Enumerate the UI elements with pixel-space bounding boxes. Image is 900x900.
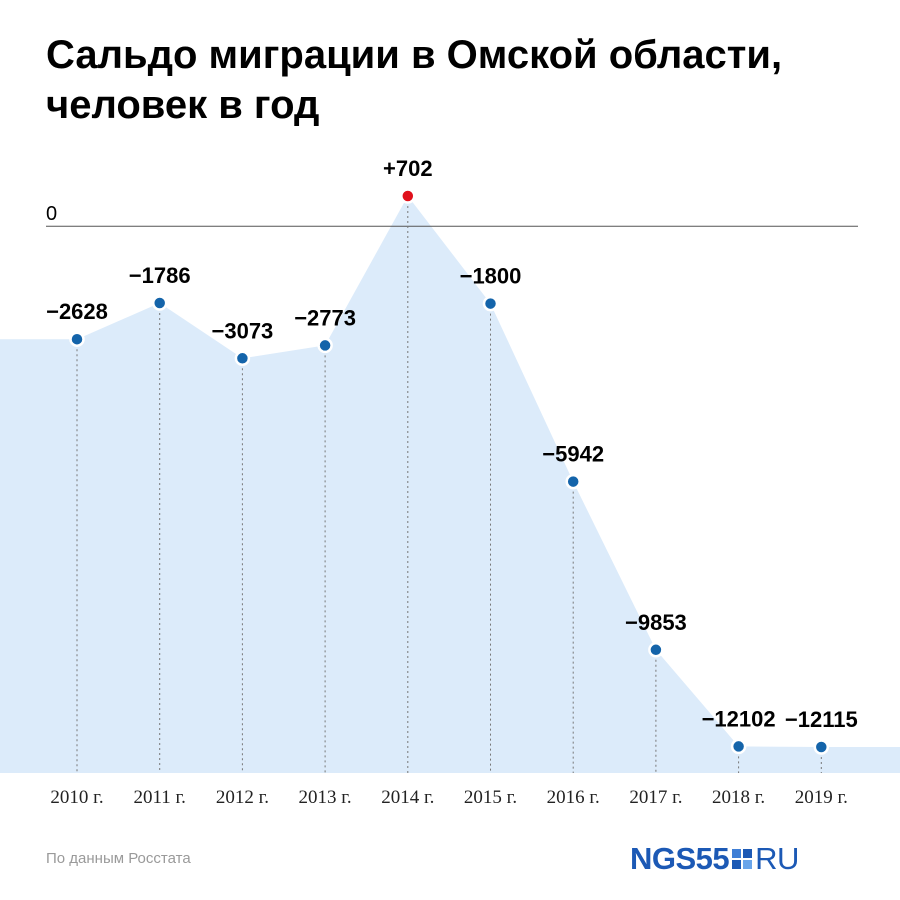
x-tick-label: 2013 г. xyxy=(299,787,352,808)
chart-title-line-1: Сальдо миграции в Омской области, xyxy=(46,33,783,77)
logo-tld: RU xyxy=(755,841,799,876)
x-tick-label: 2011 г. xyxy=(133,787,185,808)
x-tick-label: 2016 г. xyxy=(547,787,600,808)
area-fill xyxy=(0,196,900,773)
data-point xyxy=(234,350,251,367)
x-tick-label: 2015 г. xyxy=(464,787,517,808)
chart-title-line-2: человек в год xyxy=(46,83,320,127)
chart-title: Сальдо миграции в Омской области, челове… xyxy=(46,30,876,130)
x-tick-label: 2017 г. xyxy=(629,787,682,808)
data-label: −9853 xyxy=(625,610,687,635)
data-point xyxy=(317,337,333,354)
logo-text: NGS55 xyxy=(630,841,730,876)
x-tick-label: 2012 г. xyxy=(216,787,269,808)
data-label: −2773 xyxy=(294,305,356,330)
x-tick-label: 2019 г. xyxy=(795,787,848,808)
data-label: +702 xyxy=(383,156,433,181)
data-label: −1800 xyxy=(460,264,522,289)
data-label: −12102 xyxy=(702,706,776,731)
x-tick-label: 2018 г. xyxy=(712,787,765,808)
x-tick-label: 2014 г. xyxy=(381,787,434,808)
data-point xyxy=(565,473,581,490)
data-label: −1786 xyxy=(129,263,191,288)
zero-line-label: 0 xyxy=(46,203,57,225)
data-label: −12115 xyxy=(785,707,858,732)
data-point xyxy=(648,642,664,658)
ngs55-logo[interactable]: NGS55 RU xyxy=(630,841,799,876)
data-label: −2628 xyxy=(46,299,108,324)
data-point xyxy=(151,295,168,311)
data-point xyxy=(69,331,85,347)
logo-square-icon xyxy=(732,849,753,869)
source-note: По данным Росстата xyxy=(46,850,191,867)
data-label: −3073 xyxy=(212,318,274,343)
data-point xyxy=(482,295,499,312)
data-point xyxy=(730,738,747,755)
data-point-positive xyxy=(400,188,416,204)
data-point xyxy=(813,739,830,755)
x-tick-label: 2010 г. xyxy=(50,787,103,808)
data-label: −5942 xyxy=(542,442,604,467)
